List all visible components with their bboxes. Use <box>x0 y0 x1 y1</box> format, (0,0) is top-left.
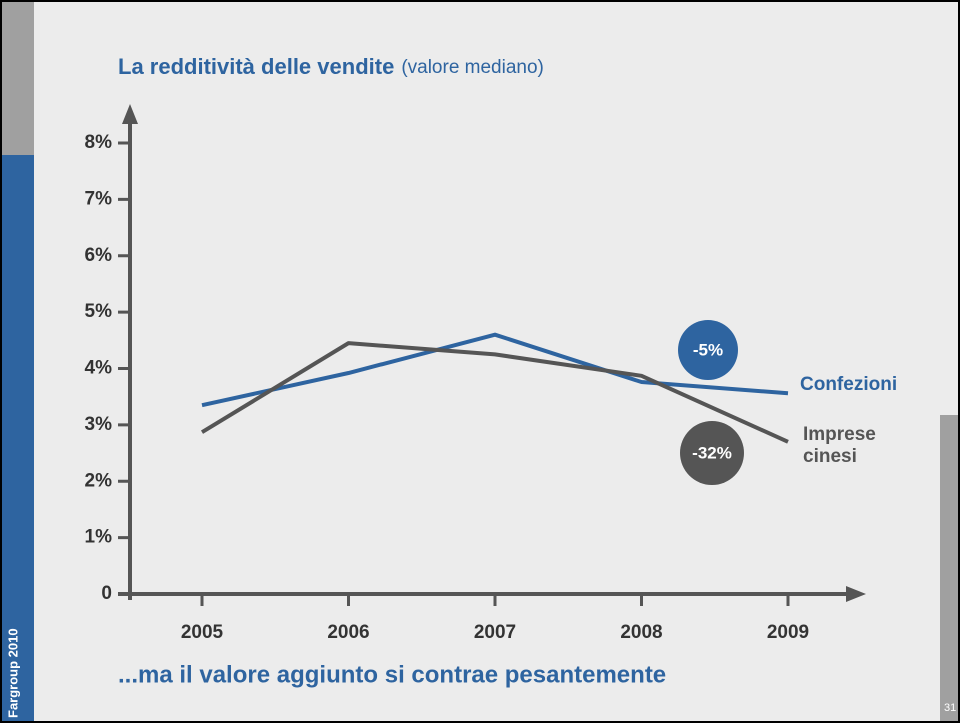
line-series <box>201 332 789 408</box>
side-stripe <box>2 155 34 721</box>
y-tick-label: 1% <box>85 527 113 548</box>
change-label: -32% <box>692 443 732 462</box>
line-series <box>200 341 789 444</box>
page-number: 31 <box>944 702 956 714</box>
y-tick-label: 0 <box>101 583 112 604</box>
y-tick-label: 7% <box>85 188 113 209</box>
change-bubble <box>680 421 744 485</box>
side-stripe-top <box>2 2 34 155</box>
y-tick-label: 3% <box>85 414 113 435</box>
change-label: -5% <box>693 340 723 359</box>
series-label: Imprese cinesi <box>803 424 876 467</box>
x-tick-label: 2009 <box>767 622 809 643</box>
y-tick-label: 4% <box>85 358 113 379</box>
y-tick-label: 8% <box>85 132 113 153</box>
series-label: Confezioni <box>800 374 897 395</box>
title-main: La redditività delle vendite <box>118 54 394 79</box>
y-tick-label: 6% <box>85 245 113 266</box>
caption: ...ma il valore aggiunto si contrae pesa… <box>118 661 666 688</box>
y-axis-arrow <box>122 104 138 124</box>
change-bubble <box>678 320 738 380</box>
y-tick-label: 2% <box>85 470 113 491</box>
y-tick-label: 5% <box>85 301 113 322</box>
chart-title: La redditività delle vendite (valore medi… <box>118 54 544 79</box>
x-tick-label: 2006 <box>327 622 369 643</box>
x-axis-arrow <box>846 586 866 602</box>
right-stripe <box>940 415 958 721</box>
x-tick-label: 2007 <box>474 622 516 643</box>
x-tick-label: 2005 <box>181 622 224 643</box>
footer: Fargroup 2010 <box>5 628 20 718</box>
x-tick-label: 2008 <box>620 622 662 643</box>
title-note: (valore mediano) <box>401 57 544 78</box>
